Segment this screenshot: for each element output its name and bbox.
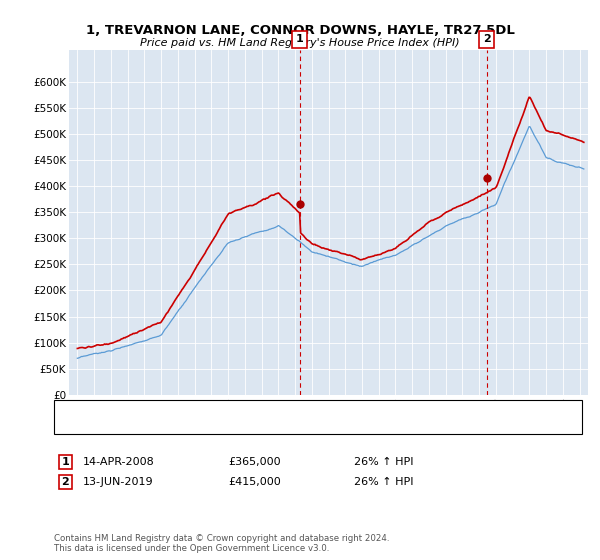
Text: 2: 2 — [483, 34, 491, 44]
Text: 1, TREVARNON LANE, CONNOR DOWNS, HAYLE, TR27 5DL: 1, TREVARNON LANE, CONNOR DOWNS, HAYLE, … — [86, 24, 514, 38]
Text: ────: ──── — [69, 419, 99, 432]
Text: £365,000: £365,000 — [228, 457, 281, 467]
Text: Price paid vs. HM Land Registry's House Price Index (HPI): Price paid vs. HM Land Registry's House … — [140, 38, 460, 48]
Text: 1: 1 — [296, 34, 304, 44]
Text: 13-JUN-2019: 13-JUN-2019 — [83, 477, 154, 487]
Text: Contains HM Land Registry data © Crown copyright and database right 2024.
This d: Contains HM Land Registry data © Crown c… — [54, 534, 389, 553]
Text: 14-APR-2008: 14-APR-2008 — [83, 457, 155, 467]
Text: HPI: Average price, detached house, Cornwall: HPI: Average price, detached house, Corn… — [99, 421, 337, 431]
Text: 2: 2 — [62, 477, 69, 487]
Text: 1, TREVARNON LANE, CONNOR DOWNS, HAYLE, TR27 5DL (detached house): 1, TREVARNON LANE, CONNOR DOWNS, HAYLE, … — [99, 405, 496, 415]
Text: 26% ↑ HPI: 26% ↑ HPI — [354, 477, 413, 487]
Text: 26% ↑ HPI: 26% ↑ HPI — [354, 457, 413, 467]
Text: 1: 1 — [62, 457, 69, 467]
Text: ────: ──── — [69, 403, 99, 416]
Text: £415,000: £415,000 — [228, 477, 281, 487]
